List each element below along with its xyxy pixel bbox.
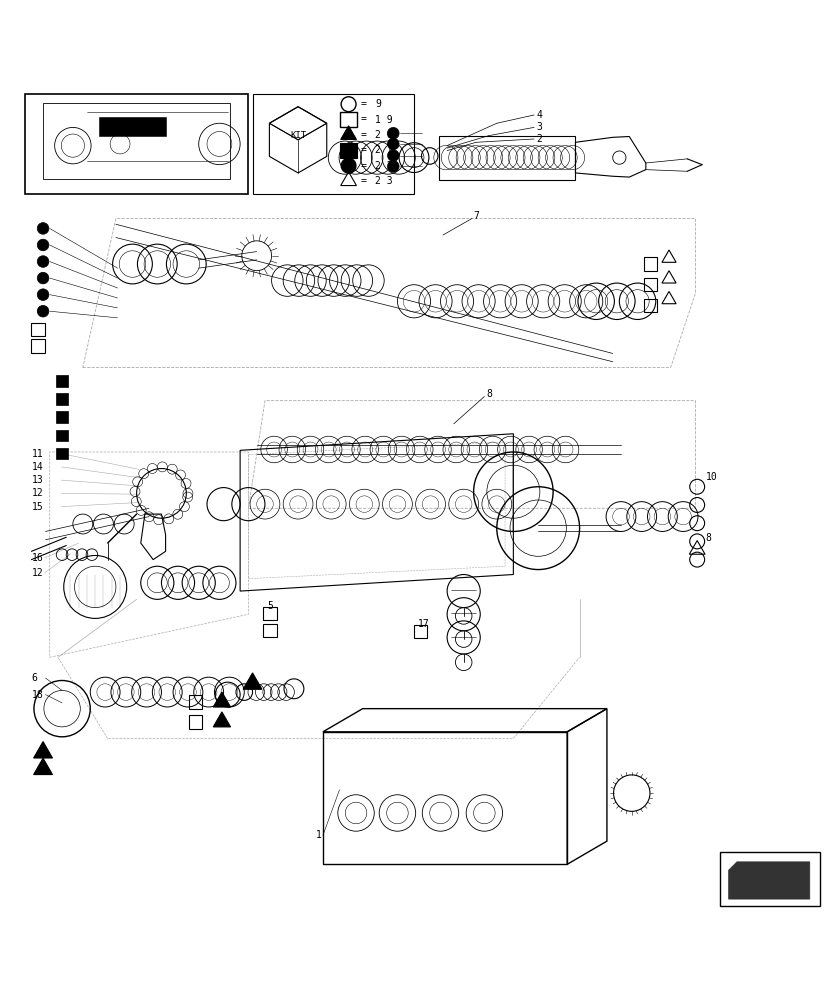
Circle shape: [37, 272, 49, 284]
Bar: [56, 430, 68, 441]
Text: =: =: [360, 115, 366, 125]
Bar: [643, 257, 657, 271]
Bar: [263, 607, 276, 620]
Bar: [31, 323, 45, 336]
Circle shape: [387, 138, 399, 150]
Text: 4: 4: [536, 110, 542, 120]
Text: 17: 17: [418, 619, 429, 629]
Bar: [189, 715, 202, 729]
Polygon shape: [213, 692, 230, 707]
Text: =: =: [360, 145, 366, 155]
Text: 16: 16: [31, 553, 43, 563]
Text: 2 2: 2 2: [375, 161, 392, 171]
Circle shape: [387, 127, 399, 139]
Circle shape: [37, 256, 49, 267]
Bar: [25, 94, 248, 194]
Circle shape: [37, 239, 49, 251]
Bar: [340, 143, 356, 158]
Text: KIT: KIT: [289, 131, 306, 140]
Text: 15: 15: [31, 502, 43, 512]
Bar: [719, 852, 819, 906]
Text: 8: 8: [486, 389, 492, 399]
Text: =: =: [360, 161, 366, 171]
Text: 1: 1: [315, 830, 321, 840]
Circle shape: [37, 289, 49, 300]
Polygon shape: [99, 117, 165, 136]
Text: 10: 10: [705, 472, 716, 482]
Polygon shape: [34, 742, 52, 758]
Text: 6: 6: [31, 673, 37, 683]
Bar: [56, 411, 68, 423]
Text: 5: 5: [267, 601, 273, 611]
Bar: [323, 732, 566, 864]
Bar: [43, 103, 230, 179]
Bar: [414, 625, 427, 638]
Bar: [643, 299, 657, 312]
Text: 2: 2: [536, 134, 542, 144]
Bar: [56, 393, 68, 405]
Text: 12: 12: [31, 488, 43, 498]
Text: 8: 8: [705, 533, 710, 543]
Text: 13: 13: [31, 475, 43, 485]
Text: 11: 11: [31, 449, 43, 459]
Text: 9: 9: [375, 99, 380, 109]
Bar: [56, 375, 68, 387]
Text: 18: 18: [31, 690, 43, 700]
Circle shape: [37, 305, 49, 317]
Text: 2 0: 2 0: [375, 130, 392, 140]
Bar: [56, 448, 68, 459]
Bar: [252, 94, 414, 194]
Text: 1 9: 1 9: [375, 115, 392, 125]
Text: 12: 12: [31, 568, 43, 578]
Polygon shape: [243, 673, 261, 689]
Bar: [643, 278, 657, 291]
Circle shape: [37, 223, 49, 234]
Text: 2 1: 2 1: [375, 145, 392, 155]
Text: 14: 14: [31, 462, 43, 472]
Text: =: =: [360, 99, 366, 109]
Text: 2 3: 2 3: [375, 176, 392, 186]
Text: =: =: [360, 176, 366, 186]
Circle shape: [387, 161, 399, 172]
Bar: [31, 339, 45, 353]
Polygon shape: [728, 862, 809, 899]
Bar: [340, 112, 356, 127]
Text: 7: 7: [473, 211, 479, 221]
Bar: [438, 136, 575, 180]
Text: 3: 3: [536, 122, 542, 132]
Polygon shape: [34, 758, 52, 775]
Circle shape: [341, 158, 356, 173]
Circle shape: [387, 150, 399, 161]
Text: =: =: [360, 130, 366, 140]
Bar: [189, 695, 202, 709]
Polygon shape: [213, 712, 230, 727]
Bar: [263, 624, 276, 637]
Polygon shape: [341, 126, 356, 139]
